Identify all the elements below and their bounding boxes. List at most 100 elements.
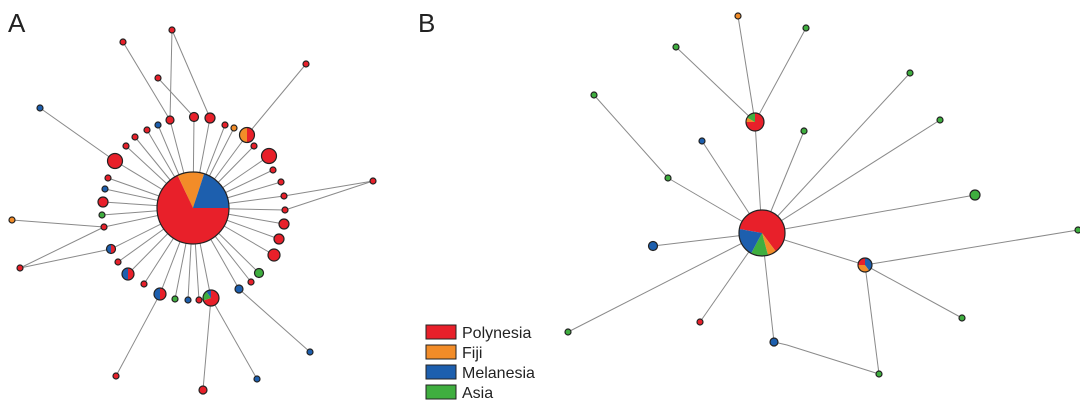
node-slice xyxy=(202,291,211,301)
node-fill xyxy=(221,121,229,129)
node-slice xyxy=(239,127,247,143)
node-fill xyxy=(234,284,244,294)
haplotype-node xyxy=(106,152,124,170)
node-slice xyxy=(128,268,134,280)
haplotype-node xyxy=(171,295,179,303)
node-slice xyxy=(739,210,785,252)
haplotype-node xyxy=(204,112,216,124)
node-outline xyxy=(121,267,135,281)
haplotype-node xyxy=(140,280,148,288)
haplotype-node xyxy=(104,174,112,182)
node-slice xyxy=(762,233,776,256)
haplotype-node xyxy=(936,116,944,124)
network-edge xyxy=(169,29,173,121)
network-edge xyxy=(19,248,112,269)
node-slice xyxy=(111,244,116,254)
node-fill xyxy=(260,147,278,165)
node-slice xyxy=(106,244,111,254)
network-edge xyxy=(202,297,212,391)
legend-swatch-polynesia xyxy=(425,324,457,340)
haplotype-node xyxy=(122,142,130,150)
haplotype-node xyxy=(253,375,261,383)
haplotype-node xyxy=(121,267,135,281)
haplotype-node xyxy=(188,111,200,123)
haplotype-node xyxy=(101,185,109,193)
node-outline xyxy=(156,171,230,245)
node-fill xyxy=(278,218,290,230)
network-edge xyxy=(238,288,311,353)
haplotype-node xyxy=(277,178,285,186)
haplotype-node xyxy=(260,147,278,165)
node-outline xyxy=(745,112,765,132)
haplotype-node xyxy=(250,142,258,150)
node-fill xyxy=(100,223,108,231)
legend-label-asia: Asia xyxy=(462,385,493,401)
network-edge xyxy=(761,194,976,234)
node-fill xyxy=(140,280,148,288)
legend: Polynesia Fiji Melanesia Asia xyxy=(425,324,535,401)
haplotype-node xyxy=(202,289,220,307)
haplotype-node xyxy=(247,278,255,286)
node-fill xyxy=(306,348,314,356)
haplotype-node xyxy=(734,12,742,20)
haplotype-node xyxy=(198,385,208,395)
network-edge xyxy=(11,219,105,228)
network-a-nodes xyxy=(8,26,377,395)
network-edge xyxy=(19,226,105,269)
node-fill xyxy=(875,370,883,378)
haplotype-node xyxy=(306,348,314,356)
haplotype-node xyxy=(269,166,277,174)
haplotype-node xyxy=(168,26,176,34)
node-fill xyxy=(198,385,208,395)
legend-swatch-asia xyxy=(425,384,457,400)
node-fill xyxy=(101,185,109,193)
network-edge xyxy=(864,264,963,319)
node-outline xyxy=(153,287,167,301)
node-fill xyxy=(564,328,572,336)
node-fill xyxy=(195,296,203,304)
node-fill xyxy=(280,192,288,200)
haplotype-node xyxy=(100,223,108,231)
node-outline xyxy=(238,126,256,144)
haplotype-node xyxy=(230,124,238,132)
haplotype-node xyxy=(165,115,175,125)
node-fill xyxy=(188,111,200,123)
network-b-edges xyxy=(567,15,1079,375)
node-fill xyxy=(802,24,810,32)
haplotype-node xyxy=(98,211,106,219)
node-fill xyxy=(277,178,285,186)
node-outline xyxy=(857,257,873,273)
node-fill xyxy=(154,121,162,129)
node-fill xyxy=(16,264,24,272)
haplotype-node xyxy=(114,258,122,266)
network-edge xyxy=(171,29,211,119)
network-edge xyxy=(675,46,756,123)
node-fill xyxy=(267,248,281,262)
haplotype-node xyxy=(234,284,244,294)
node-fill xyxy=(104,174,112,182)
node-slice xyxy=(193,173,229,208)
legend-swatch-fiji xyxy=(425,344,457,360)
legend-label-polynesia: Polynesia xyxy=(462,325,531,342)
node-fill xyxy=(281,206,289,214)
node-fill xyxy=(936,116,944,124)
haplotype-node xyxy=(280,192,288,200)
haplotype-node xyxy=(143,126,151,134)
haplotype-node xyxy=(664,174,672,182)
network-edge xyxy=(754,27,807,123)
haplotype-node xyxy=(16,264,24,272)
node-fill xyxy=(154,74,162,82)
node-fill xyxy=(112,372,120,380)
haplotype-node xyxy=(800,127,808,135)
network-edge xyxy=(210,297,258,380)
haplotype-node xyxy=(195,296,203,304)
node-fill xyxy=(273,233,285,245)
node-slice xyxy=(247,127,255,143)
node-fill xyxy=(98,211,106,219)
network-edge xyxy=(284,180,374,211)
network-edge xyxy=(761,119,941,234)
haplotype-node xyxy=(745,112,765,132)
node-outline xyxy=(202,289,220,307)
node-fill xyxy=(8,216,16,224)
